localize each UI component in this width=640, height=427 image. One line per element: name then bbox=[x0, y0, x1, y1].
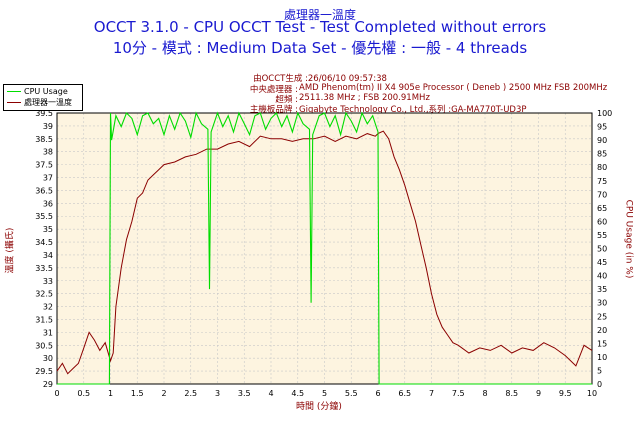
legend-item-temp: 處理器一溫度 bbox=[7, 97, 72, 108]
generated-info: 由OCCT生成 :26/06/10 09:57:38 bbox=[253, 74, 387, 84]
y2-axis-title: CPU Usage (in %) bbox=[623, 199, 634, 279]
y-tick-label: 32 bbox=[43, 303, 53, 312]
y2-tick-label: 75 bbox=[597, 177, 607, 186]
x-tick-label: 8 bbox=[482, 389, 487, 398]
x-tick-label: 7.5 bbox=[452, 389, 465, 398]
y-tick-label: 29 bbox=[43, 380, 53, 389]
x-tick-label: 9 bbox=[536, 389, 541, 398]
y2-tick-label: 30 bbox=[597, 299, 607, 308]
board-value: Gigabyte Technology Co., Ltd.,系列 :GA-MA7… bbox=[299, 105, 527, 115]
y-tick-label: 30 bbox=[43, 354, 53, 363]
y2-tick-label: 5 bbox=[597, 366, 602, 375]
x-tick-label: 7 bbox=[429, 389, 434, 398]
x-tick-label: 6.5 bbox=[398, 389, 411, 398]
y-tick-label: 31.5 bbox=[35, 315, 53, 324]
temperature-line bbox=[56, 130, 593, 375]
y-tick-label: 33 bbox=[43, 277, 53, 286]
y-tick-label: 32.5 bbox=[35, 290, 53, 299]
y-tick-label: 38.5 bbox=[35, 135, 53, 144]
x-tick-label: 1 bbox=[108, 389, 113, 398]
y-tick-label: 35.5 bbox=[35, 212, 53, 221]
y-tick-label: 37 bbox=[43, 174, 53, 183]
y-tick-label: 39.5 bbox=[35, 109, 53, 118]
chart-title-top: 處理器一溫度 bbox=[283, 8, 356, 22]
y2-tick-label: 70 bbox=[597, 190, 607, 199]
y2-tick-label: 40 bbox=[597, 272, 607, 281]
y-tick-label: 38 bbox=[43, 148, 53, 157]
chart-title-mode: 10分 - 模式 : Medium Data Set - 優先權 : 一般 - … bbox=[112, 39, 528, 57]
x-tick-label: 4.5 bbox=[291, 389, 304, 398]
x-tick-label: 0.5 bbox=[77, 389, 90, 398]
y2-tick-label: 50 bbox=[597, 245, 607, 254]
x-tick-label: 2 bbox=[161, 389, 166, 398]
x-tick-label: 3 bbox=[215, 389, 220, 398]
y-tick-label: 37.5 bbox=[35, 161, 53, 170]
x-tick-label: 1.5 bbox=[131, 389, 144, 398]
x-tick-label: 10 bbox=[587, 389, 597, 398]
cpu-value: AMD Phenom(tm) II X4 905e Processor ( De… bbox=[299, 83, 608, 93]
y-tick-label: 30.5 bbox=[35, 341, 53, 350]
chart-legend: CPU Usage 處理器一溫度 bbox=[3, 84, 83, 111]
y2-tick-label: 80 bbox=[597, 163, 607, 172]
x-axis-title: 時間 (分鐘) bbox=[296, 402, 342, 412]
x-tick-label: 0 bbox=[54, 389, 59, 398]
x-tick-label: 5.5 bbox=[345, 389, 358, 398]
y2-tick-label: 10 bbox=[597, 353, 607, 362]
y-axis-title: 溫度 (攝氏) bbox=[5, 227, 16, 274]
legend-label-cpu: CPU Usage bbox=[24, 87, 68, 96]
clock-value: 2511.38 MHz ; FSB 200.91MHz bbox=[299, 93, 430, 103]
y2-tick-label: 45 bbox=[597, 258, 607, 267]
y-tick-label: 33.5 bbox=[35, 264, 53, 273]
y2-tick-label: 35 bbox=[597, 285, 607, 294]
y2-tick-label: 55 bbox=[597, 231, 607, 240]
x-tick-label: 9.5 bbox=[559, 389, 572, 398]
legend-swatch-temp bbox=[7, 102, 21, 103]
y2-tick-label: 25 bbox=[597, 312, 607, 321]
x-tick-label: 5 bbox=[322, 389, 327, 398]
y2-tick-label: 20 bbox=[597, 326, 607, 335]
y2-tick-label: 60 bbox=[597, 217, 607, 226]
y2-tick-label: 0 bbox=[597, 380, 602, 389]
legend-item-cpu: CPU Usage bbox=[7, 86, 68, 97]
y2-tick-label: 95 bbox=[597, 123, 607, 132]
y-tick-label: 36 bbox=[43, 199, 53, 208]
cpu-usage-line bbox=[57, 111, 592, 385]
y-tick-label: 34.5 bbox=[35, 238, 53, 247]
legend-label-temp: 處理器一溫度 bbox=[24, 98, 72, 107]
y2-tick-label: 65 bbox=[597, 204, 607, 213]
board-label: 主機板品牌 : bbox=[249, 105, 298, 115]
cpu-label: 中央處理器 : bbox=[249, 85, 298, 95]
y-tick-label: 36.5 bbox=[35, 186, 53, 195]
y2-tick-label: 90 bbox=[597, 136, 607, 145]
x-tick-label: 4 bbox=[268, 389, 273, 398]
x-tick-label: 6 bbox=[375, 389, 380, 398]
y-tick-label: 34 bbox=[43, 251, 53, 260]
y-tick-label: 35 bbox=[43, 225, 53, 234]
y-tick-label: 39 bbox=[43, 122, 53, 131]
y2-tick-label: 15 bbox=[597, 339, 607, 348]
y2-tick-label: 100 bbox=[597, 109, 612, 118]
y2-tick-label: 85 bbox=[597, 150, 607, 159]
x-tick-label: 3.5 bbox=[238, 389, 251, 398]
x-tick-label: 2.5 bbox=[184, 389, 197, 398]
legend-swatch-cpu bbox=[7, 91, 21, 92]
y-tick-label: 29.5 bbox=[35, 367, 53, 376]
y-tick-label: 31 bbox=[43, 328, 53, 337]
clock-label: 超頻 : bbox=[275, 95, 298, 105]
chart-title-main: OCCT 3.1.0 - CPU OCCT Test - Test Comple… bbox=[93, 18, 547, 36]
x-tick-label: 8.5 bbox=[505, 389, 518, 398]
